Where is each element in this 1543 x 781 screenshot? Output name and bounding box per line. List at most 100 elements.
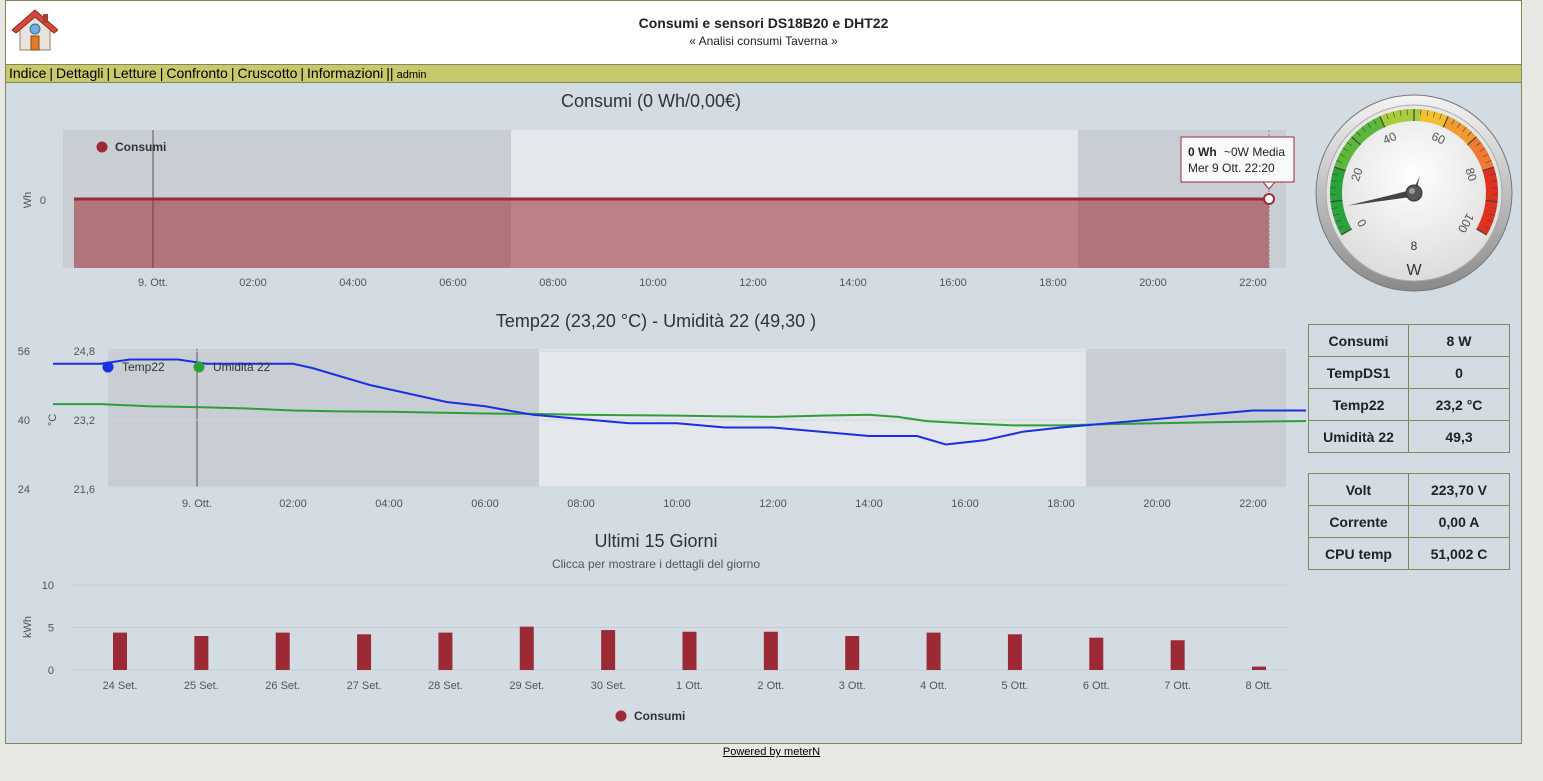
bar-29-set[interactable] [519,626,534,670]
temp-chart-title: Temp22 (23,20 °C) - Umidità 22 (49,30 ) [495,311,817,331]
hover-point [1263,193,1275,205]
tooltip-pointer [1261,181,1277,190]
bar-26-set[interactable] [275,632,290,670]
gauge-band [1477,154,1492,166]
menu-item-indice[interactable]: Indice [9,65,47,81]
table-row: Temp22 23,2 °C [1308,388,1510,421]
page-frame: Consumi e sensori DS18B20 e DHT22 « Anal… [5,0,1522,744]
reading-label: CPU temp [1308,537,1409,570]
x-tick-label: 12:00 [759,498,787,510]
bar-1-ott[interactable] [682,631,697,670]
y-tick-label: 10 [42,580,54,592]
gauge-band [1330,194,1343,202]
menu-item-informazioni[interactable]: Informazioni [307,65,384,81]
x-tick-label: 14:00 [839,277,867,289]
bar-6-ott[interactable] [1089,637,1104,670]
x-tick-label: 25 Set. [184,680,219,692]
gauge-tick [1367,122,1372,129]
bar-30-set[interactable] [601,630,616,670]
x-tick-label: 30 Set. [591,680,626,692]
gauge-tick [1335,219,1341,223]
gauge-tick [1342,147,1349,152]
tooltip-value: 0 Wh [1188,145,1217,159]
consumi-chart[interactable]: 0 Wh 9. Ott. 02:00 04:00 06:00 08:00 10:00 12:00… [6,116,1306,296]
gauge-tick [1331,207,1338,210]
gauge-tick [1489,213,1495,216]
x-tick-label: 08:00 [567,498,595,510]
user-name[interactable]: admin [396,69,427,81]
x-tick-label: 29 Set. [509,680,544,692]
table-row: CPU temp 51,002 C [1308,537,1510,570]
table-row: Volt 223,70 V [1308,473,1510,506]
menu-item-letture[interactable]: Letture [113,65,157,81]
tooltip: 0 Wh ~0W Media Mer 9 Ott. 22:20 [1180,136,1295,190]
gauge-tick-label: 60 [1429,129,1447,147]
x-tick-label: 10:00 [639,277,667,289]
gauge-band [1337,223,1352,235]
gauge-band [1339,147,1354,160]
days-chart[interactable]: 10 5 0 kWh 24 Set. 25 Set. 26 Set. 27 Set. 28 Se… [6,576,1306,736]
bar-27-set[interactable] [357,634,372,670]
y-tick-label-left: 24 [18,484,30,496]
gauge-tick [1336,160,1343,164]
bar-2-ott[interactable] [763,631,778,670]
gauge-tick [1485,160,1492,164]
x-tick-label: 06:00 [471,498,499,510]
menu-item-confronto[interactable]: Confronto [166,65,228,81]
x-tick-label: 18:00 [1039,277,1067,289]
y-axis-label: kWh [22,616,34,638]
legend-marker [102,361,114,373]
y-tick-label-left: 56 [18,346,30,358]
gauge-band [1351,131,1365,145]
reading-label: Consumi [1308,324,1409,357]
y-tick-label-right: 24,8 [74,346,95,358]
gauge-tick [1356,131,1361,137]
gauge-tick [1346,141,1353,147]
x-tick-label: 08:00 [539,277,567,289]
bar-7-ott[interactable] [1170,640,1185,670]
site-title: Consumi e sensori DS18B20 e DHT22 [638,15,889,31]
y-tick-label-left: 40 [18,415,30,427]
bar-3-ott[interactable] [845,636,860,670]
gauge-tick [1479,147,1486,152]
gauge-band [1484,200,1498,210]
gauge-tick [1330,180,1337,182]
gauge-tick [1476,228,1488,236]
bar-28-set[interactable] [438,632,453,670]
x-tick-label: 26 Set. [265,680,300,692]
gauge-needle [1347,176,1420,206]
gauge-unit: W [1406,262,1422,279]
bar-25-set[interactable] [194,636,209,670]
temp-line [53,358,1306,446]
y-tick-label: 0 [48,665,54,677]
legend-label: Temp22 [122,360,165,374]
footer-link[interactable]: Powered by meterN [722,746,821,758]
gauge-band [1331,206,1345,216]
home-icon[interactable] [12,9,58,53]
gauge-tick [1451,119,1455,125]
gauge-value: 8 [1411,239,1418,253]
gauge-tick [1379,116,1386,128]
temp-humidity-chart[interactable]: 56 40 24 24,8 23,2 21,6 °C 9. Ott. 02:00 04:00 06:… [6,336,1306,516]
gauge-band [1453,123,1467,137]
gauge-tick [1392,111,1395,118]
x-tick-label: 18:00 [1047,498,1075,510]
gauge-band [1463,131,1477,146]
gauge-band [1485,180,1498,189]
menu-item-cruscotto[interactable]: Cruscotto [237,65,298,81]
gauge-tick [1406,109,1408,116]
menu-bar: Indice | Dettagli | Letture | Confronto | Crusco… [6,65,1521,83]
bar-8-ott[interactable] [1252,666,1266,670]
x-tick-label: 7 Ott. [1164,680,1191,692]
bar-24-set[interactable] [113,632,127,670]
menu-item-dettagli[interactable]: Dettagli [56,65,104,81]
gauge-band [1332,166,1346,177]
consumi-chart-title: Consumi (0 Wh/0,00€) [560,91,742,111]
table-row: Corrente 0,00 A [1308,505,1510,538]
x-tick-label: 10:00 [663,498,691,510]
bar-4-ott[interactable] [926,632,941,670]
bar-5-ott[interactable] [1007,634,1022,670]
gauge-band [1431,111,1442,126]
x-tick-label: 14:00 [855,498,883,510]
